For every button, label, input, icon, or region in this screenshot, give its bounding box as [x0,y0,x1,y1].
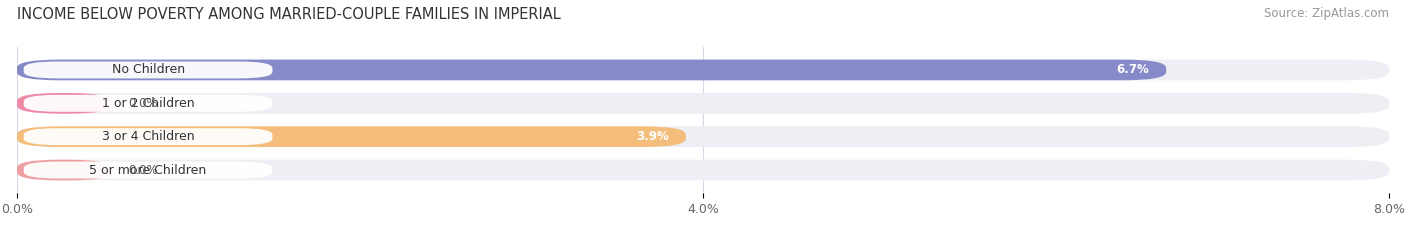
FancyBboxPatch shape [17,160,1389,180]
Text: 3 or 4 Children: 3 or 4 Children [101,130,194,143]
Text: 0.0%: 0.0% [128,97,157,110]
Text: 3.9%: 3.9% [636,130,669,143]
FancyBboxPatch shape [17,60,1166,80]
FancyBboxPatch shape [24,95,273,112]
FancyBboxPatch shape [24,128,273,145]
FancyBboxPatch shape [17,60,1389,80]
Text: 1 or 2 Children: 1 or 2 Children [101,97,194,110]
Text: INCOME BELOW POVERTY AMONG MARRIED-COUPLE FAMILIES IN IMPERIAL: INCOME BELOW POVERTY AMONG MARRIED-COUPL… [17,7,561,22]
FancyBboxPatch shape [17,126,1389,147]
FancyBboxPatch shape [24,161,273,178]
Text: Source: ZipAtlas.com: Source: ZipAtlas.com [1264,7,1389,20]
FancyBboxPatch shape [17,93,111,114]
FancyBboxPatch shape [17,160,111,180]
FancyBboxPatch shape [17,126,686,147]
Text: 0.0%: 0.0% [128,164,157,177]
Text: No Children: No Children [111,63,184,76]
FancyBboxPatch shape [24,62,273,79]
Text: 6.7%: 6.7% [1116,63,1149,76]
FancyBboxPatch shape [17,93,1389,114]
Text: 5 or more Children: 5 or more Children [90,164,207,177]
